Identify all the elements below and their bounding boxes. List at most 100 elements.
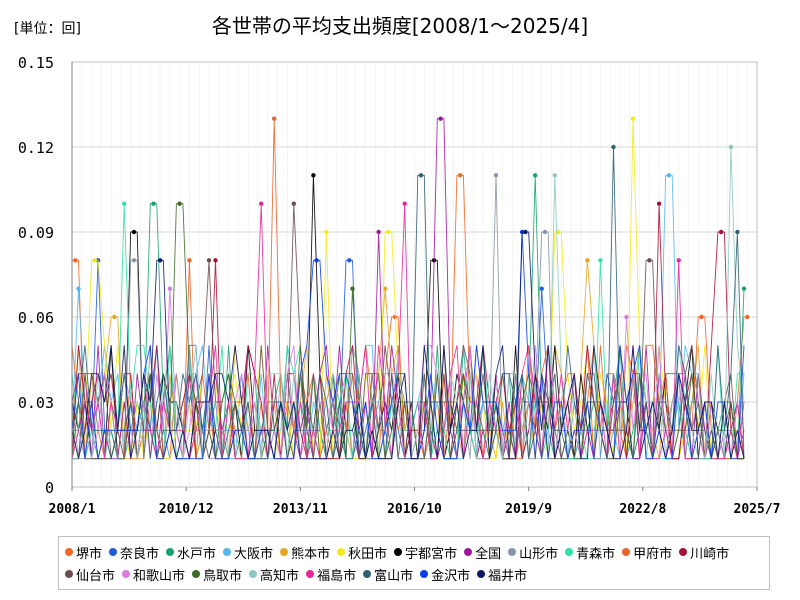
legend-marker <box>477 570 486 578</box>
legend-item: 青森市 <box>565 541 615 563</box>
legend-label: 富山市 <box>374 568 414 584</box>
legend: 堺市 奈良市 水戸市 大阪市 熊本市 秋田市 宇都宮市 全国 山形市 青森市 甲府市 川崎市 仙台市 和歌… <box>58 536 770 590</box>
legend-item: 高知市 <box>249 563 299 585</box>
legend-item: 福井市 <box>477 563 527 585</box>
legend-item: 水戸市 <box>166 541 216 563</box>
peak-point <box>376 229 381 235</box>
unit-label: [単位：回] <box>14 21 81 37</box>
peak-point <box>386 229 391 235</box>
legend-marker <box>622 548 631 556</box>
peak-point <box>438 116 443 121</box>
peak-point <box>272 116 277 121</box>
series-line <box>71 203 745 460</box>
peak-point <box>741 286 747 291</box>
legend-item: 仙台市 <box>65 563 115 585</box>
legend-label: 山形市 <box>519 546 559 562</box>
peak-point <box>745 314 750 320</box>
legend-label: 水戸市 <box>177 546 217 562</box>
peak-point <box>598 258 603 263</box>
peak-point <box>382 286 388 291</box>
legend-marker <box>223 548 232 556</box>
peak-point <box>76 286 81 291</box>
peak-point <box>728 144 734 150</box>
legend-label: 秋田市 <box>348 546 388 562</box>
peak-point <box>656 201 662 206</box>
peak-point <box>259 201 264 206</box>
legend-label: 高知市 <box>260 568 300 584</box>
legend-item: 全国 <box>464 541 501 563</box>
legend-label: 奈良市 <box>120 546 160 562</box>
legend-item: 金沢市 <box>420 563 470 585</box>
y-tick-label: 0 <box>45 479 54 497</box>
peak-point <box>630 116 636 121</box>
peak-point <box>157 258 163 263</box>
legend-marker <box>565 548 574 556</box>
legend-marker <box>65 570 73 578</box>
legend-marker <box>109 548 118 556</box>
x-tick-label: 2025/7 <box>734 502 781 517</box>
peak-point <box>493 173 499 178</box>
peak-point <box>324 229 329 235</box>
y-tick-label: 0.09 <box>18 224 54 242</box>
y-tick-label: 0.12 <box>18 139 54 157</box>
legend-label: 川崎市 <box>690 546 730 562</box>
legend-marker <box>122 570 131 578</box>
peak-point <box>151 201 156 206</box>
peak-point <box>177 201 182 206</box>
peak-point <box>533 173 538 178</box>
axes: 0 0.03 0.06 0.09 0.12 0.15 2008/1 2010/12 2013/1… <box>18 54 781 517</box>
y-tick-label: 0.06 <box>18 309 54 327</box>
legend-label: 福井市 <box>488 568 528 584</box>
legend-marker <box>280 548 289 556</box>
peak-point <box>523 229 528 235</box>
legend-item: 宇都宮市 <box>394 541 457 563</box>
peak-point <box>542 229 548 235</box>
peak-point <box>131 258 137 263</box>
legend-item: 山形市 <box>508 541 558 563</box>
peak-point <box>539 286 544 291</box>
x-tick-label: 2013/11 <box>273 502 328 517</box>
peak-point <box>131 229 137 235</box>
legend-item: 熊本市 <box>280 541 330 563</box>
series-line <box>71 146 745 460</box>
legend-label: 鳥取市 <box>203 568 243 584</box>
legend-label: 宇都宮市 <box>405 546 458 562</box>
grid <box>71 61 758 487</box>
legend-marker <box>65 548 73 556</box>
legend-item: 大阪市 <box>223 541 273 563</box>
legend-label: 堺市 <box>76 546 103 562</box>
x-tick-label: 2019/9 <box>505 502 552 517</box>
legend-item: 和歌山市 <box>122 563 185 585</box>
series-line <box>71 231 745 460</box>
x-tick-label: 2022/8 <box>619 502 666 517</box>
legend-marker <box>337 548 346 556</box>
legend-label: 仙台市 <box>76 568 116 584</box>
legend-item: 鳥取市 <box>192 563 242 585</box>
peak-point <box>206 258 212 263</box>
chart-title: 各世帯の平均支出頻度[2008/1～2025/4] <box>211 14 589 38</box>
legend-marker <box>394 548 403 556</box>
y-tick-label: 0.15 <box>18 54 54 72</box>
peak-point <box>647 258 652 263</box>
legend-marker <box>192 570 201 578</box>
x-tick-label: 2008/1 <box>49 502 96 517</box>
peak-point <box>611 144 616 150</box>
peak-point <box>585 258 590 263</box>
legend-label: 熊本市 <box>291 546 331 562</box>
peak-point <box>167 286 173 291</box>
legend-label: 青森市 <box>576 546 616 562</box>
legend-label: 金沢市 <box>431 568 471 584</box>
peak-point <box>92 258 98 263</box>
legend-item: 奈良市 <box>109 541 159 563</box>
peak-point <box>350 286 355 291</box>
peak-point <box>735 229 740 235</box>
x-tick-label: 2016/10 <box>387 502 442 517</box>
peak-point <box>291 201 296 206</box>
legend-item: 川崎市 <box>679 541 729 563</box>
peak-point <box>666 173 672 178</box>
peak-point <box>122 201 127 206</box>
peak-point <box>314 258 319 263</box>
legend-marker <box>306 570 315 578</box>
peak-point <box>347 258 352 263</box>
x-tick-label: 2010/12 <box>159 502 214 517</box>
